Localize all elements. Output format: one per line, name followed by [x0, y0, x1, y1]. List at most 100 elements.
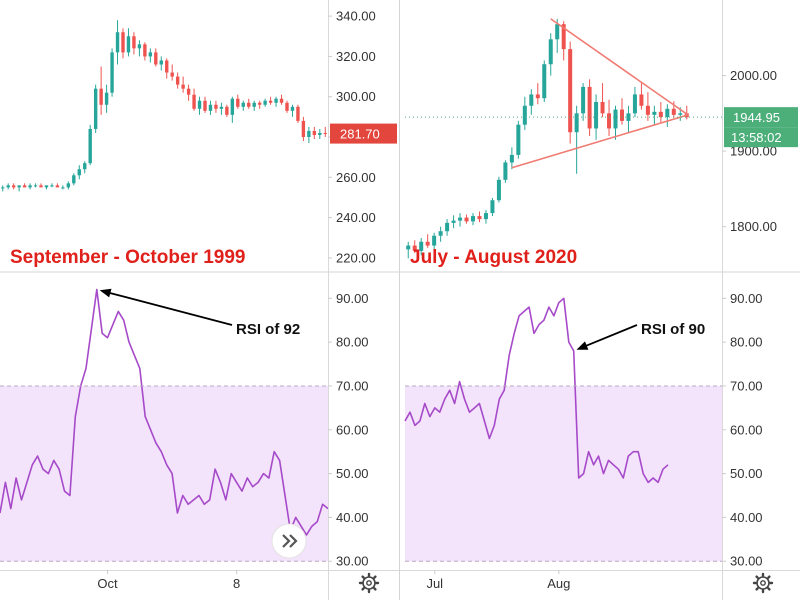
scroll-forward-button[interactable]: [271, 523, 307, 559]
candle-body: [197, 100, 202, 109]
candle: [490, 197, 495, 217]
candle-body: [33, 185, 38, 187]
candle-body: [477, 216, 482, 220]
candle: [121, 28, 125, 59]
candle: [17, 185, 21, 192]
caption-1999: September - October 1999: [10, 247, 245, 268]
candle-body: [192, 94, 196, 109]
candle-body: [241, 102, 245, 107]
candle: [574, 105, 579, 174]
gear-icon: [358, 572, 380, 594]
candle-body: [99, 88, 103, 105]
candle-body: [496, 179, 501, 201]
candle-body: [509, 154, 514, 163]
settings-button-2020[interactable]: [752, 572, 774, 594]
candle-body: [39, 185, 43, 188]
candle-body: [148, 52, 153, 57]
x-tick-label: Oct: [97, 576, 118, 591]
settings-button-1999[interactable]: [358, 572, 380, 594]
x-tick-label: Aug: [547, 576, 570, 591]
candle: [6, 183, 10, 190]
candle: [632, 86, 637, 118]
candle: [159, 56, 163, 71]
candle-body: [72, 175, 76, 184]
triangle-lower-line: [511, 114, 689, 169]
y-tick-label: 80.00: [336, 335, 369, 350]
y-tick-label: 50.00: [730, 466, 763, 481]
candle: [241, 100, 245, 111]
candle: [296, 104, 300, 123]
candle-body: [665, 108, 670, 118]
candle-body: [126, 36, 131, 53]
candle-body: [503, 162, 508, 180]
candle-body: [137, 44, 142, 49]
candle-body: [93, 88, 98, 129]
rsi-line: [0, 288, 329, 536]
candle-body: [104, 92, 109, 105]
candle: [438, 226, 443, 242]
candle-body: [432, 235, 437, 246]
candle: [50, 183, 54, 188]
candle: [406, 241, 411, 259]
candle-body: [613, 109, 618, 129]
candle: [285, 100, 289, 113]
candle-body: [247, 102, 251, 107]
candle-body: [574, 113, 579, 133]
candles-1999: [1, 20, 327, 192]
candle: [548, 33, 553, 76]
candle-body: [471, 216, 476, 222]
candle-body: [214, 104, 218, 109]
candle-body: [412, 245, 417, 251]
y-tick-label: 40.00: [730, 510, 763, 525]
candle: [307, 126, 311, 144]
candle: [143, 42, 147, 61]
candle-body: [464, 217, 469, 222]
y-tick-label: 30.00: [730, 554, 763, 569]
arrow-rsi-92: [109, 291, 233, 326]
candle: [11, 183, 16, 190]
candle: [104, 84, 109, 113]
y-tick-label: 60.00: [336, 422, 369, 437]
candle-body: [159, 60, 163, 65]
candle: [451, 215, 456, 229]
countdown-label-2020: 13:58:02: [731, 130, 782, 145]
candle-body: [110, 52, 114, 93]
candle-body: [88, 128, 92, 164]
candle-body: [425, 241, 430, 246]
candle: [412, 240, 417, 254]
candle: [555, 18, 560, 53]
annotation-rsi-92: RSI of 92: [236, 321, 300, 338]
candle-body: [658, 111, 663, 118]
candle-body: [296, 106, 300, 121]
candle: [247, 98, 251, 109]
candle: [312, 126, 317, 140]
candle-body: [516, 124, 521, 155]
y-tick-label: 1900.00: [730, 144, 777, 159]
arrow-rsi-90: [585, 324, 638, 347]
y-tick-label: 50.00: [336, 466, 369, 481]
y-tick-label: 320.00: [336, 49, 376, 64]
candle-body: [175, 76, 180, 85]
candle-body: [22, 185, 27, 188]
candle-body: [257, 102, 262, 105]
y-tick-label: 60.00: [730, 422, 763, 437]
x-tick-label: Jul: [426, 576, 443, 591]
candle-body: [225, 106, 229, 115]
rsi-band-1999: [0, 385, 328, 562]
candle: [1, 185, 5, 192]
candle: [509, 147, 514, 170]
candle: [619, 98, 624, 125]
candle-body: [594, 102, 599, 129]
last-price-tag-1999: [330, 123, 397, 144]
candle-body: [50, 185, 54, 187]
candle: [115, 20, 120, 65]
candle-body: [639, 94, 644, 106]
candle: [652, 105, 657, 125]
candle: [214, 100, 218, 113]
candle: [66, 181, 71, 190]
candle-body: [626, 113, 631, 121]
candle-body: [323, 132, 327, 134]
candle-body: [236, 98, 240, 107]
candle-body: [548, 39, 553, 65]
